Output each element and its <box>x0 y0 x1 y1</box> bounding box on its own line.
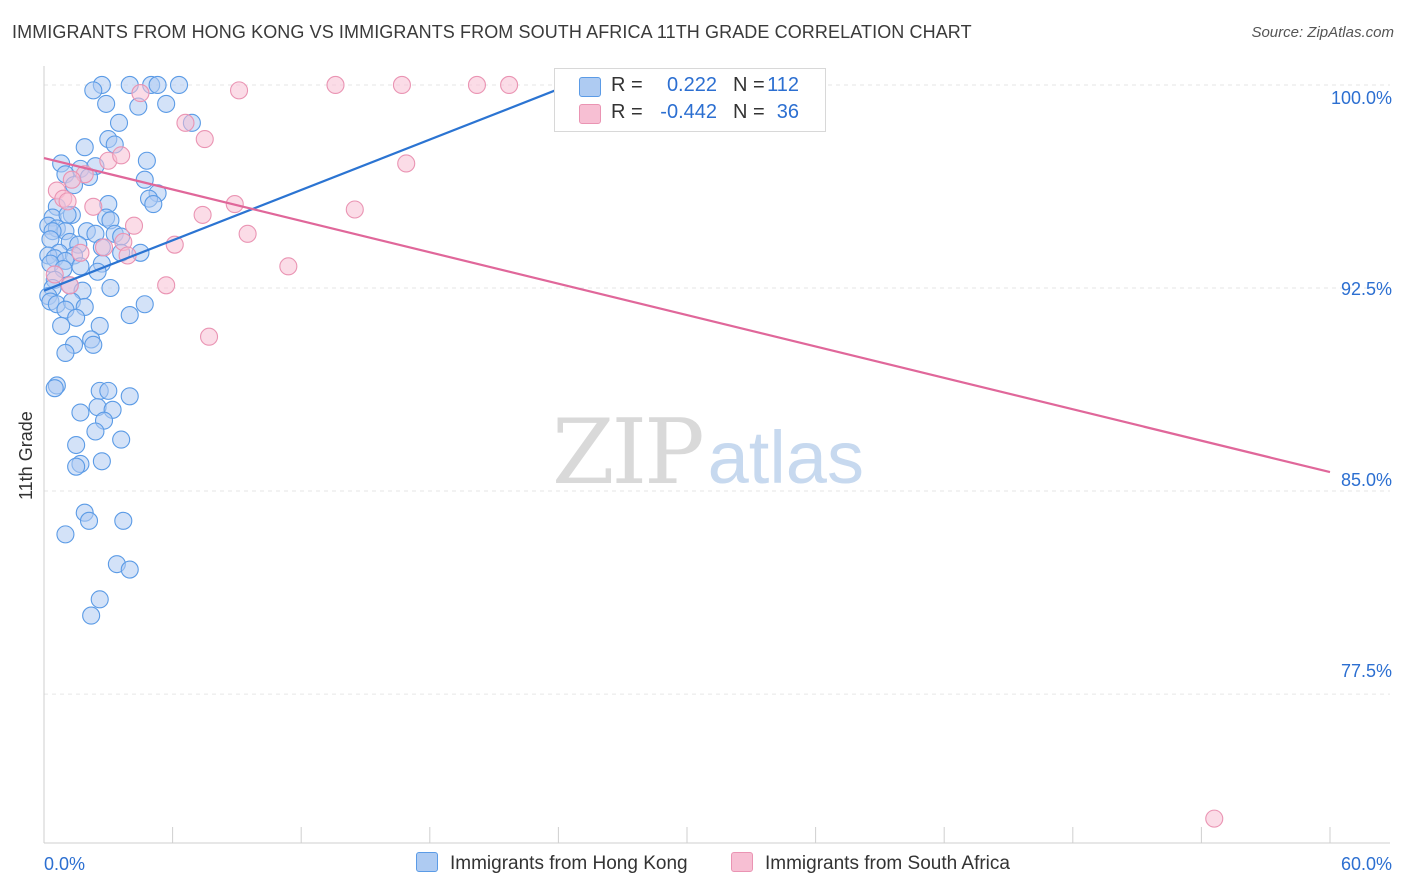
legend-r-value: -0.442 <box>660 101 717 123</box>
trend-lines <box>43 83 1331 474</box>
point-hong-kong <box>120 387 139 406</box>
point-south-africa <box>467 75 487 95</box>
y-tick-label: 77.5% <box>1340 661 1392 681</box>
point-hong-kong <box>135 170 154 189</box>
point-south-africa <box>94 238 114 257</box>
trend-line-hong-kong <box>43 83 570 292</box>
point-south-africa <box>84 197 103 216</box>
point-south-africa <box>112 146 131 165</box>
point-hong-kong <box>169 75 189 95</box>
point-south-africa <box>45 265 64 284</box>
x-tick-label-min: 0.0% <box>44 854 86 874</box>
axes <box>43 66 1390 844</box>
point-hong-kong <box>90 590 109 609</box>
point-south-africa <box>157 276 176 295</box>
data-points <box>39 75 1224 828</box>
legend-swatch-hong-kong <box>579 77 601 97</box>
watermark: ZIPatlas <box>552 400 864 505</box>
point-hong-kong <box>75 138 94 157</box>
point-south-africa <box>124 216 144 235</box>
y-axis-label: 11th Grade <box>16 411 36 500</box>
legend-row-south-africa: R = -0.442 N = 36 <box>555 100 825 126</box>
x-tick-label-max: 60.0% <box>1340 854 1392 874</box>
point-south-africa <box>58 192 77 211</box>
legend-item-south-africa: Immigrants from South Africa <box>731 852 1010 875</box>
legend-r-label: R = <box>611 74 643 96</box>
grid-lines <box>44 84 1390 695</box>
point-hong-kong <box>109 113 129 132</box>
legend-n-value: 112 <box>767 74 799 96</box>
point-hong-kong <box>97 94 116 113</box>
point-hong-kong <box>56 343 75 363</box>
point-hong-kong <box>56 525 75 544</box>
point-hong-kong <box>67 457 86 476</box>
point-south-africa <box>229 81 249 100</box>
y-tick-label: 92.5% <box>1340 279 1392 299</box>
point-hong-kong <box>137 151 156 170</box>
point-south-africa <box>345 200 364 219</box>
point-hong-kong <box>120 306 139 325</box>
point-hong-kong <box>148 75 167 95</box>
point-south-africa <box>195 130 214 149</box>
chart-source: Source: ZipAtlas.com <box>1251 24 1394 41</box>
legend-row-hong-kong: R = 0.222 N = 112 <box>555 73 825 99</box>
legend-r-value: 0.222 <box>666 74 717 96</box>
legend-swatch-south-africa <box>579 104 601 124</box>
point-south-africa <box>60 276 79 295</box>
point-hong-kong <box>114 511 133 530</box>
legend-label-hong-kong: Immigrants from Hong Kong <box>450 853 688 874</box>
point-hong-kong <box>157 94 176 113</box>
point-south-africa <box>392 75 411 95</box>
point-hong-kong <box>67 435 86 455</box>
point-south-africa <box>176 113 195 132</box>
trend-line-south-africa <box>43 156 1331 474</box>
point-south-africa <box>1205 809 1224 828</box>
point-hong-kong <box>92 452 111 471</box>
watermark-zip: ZIP <box>552 400 705 505</box>
point-hong-kong <box>67 308 86 327</box>
y-tick-label: 100.0% <box>1330 88 1392 108</box>
legend-n-label: N = <box>733 74 765 96</box>
point-south-africa <box>131 84 150 103</box>
point-hong-kong <box>71 403 90 422</box>
point-hong-kong <box>99 381 118 400</box>
point-south-africa <box>500 75 519 95</box>
point-south-africa <box>62 170 81 189</box>
legend-n-value: 36 <box>776 101 799 123</box>
point-hong-kong <box>84 335 103 354</box>
y-tick-label: 85.0% <box>1340 470 1392 490</box>
legend-item-hong-kong: Immigrants from Hong Kong <box>416 852 688 875</box>
point-hong-kong <box>45 379 64 398</box>
point-south-africa <box>238 224 257 243</box>
legend-r-label: R = <box>611 101 643 123</box>
point-hong-kong <box>120 560 139 579</box>
point-south-africa <box>199 327 219 346</box>
point-hong-kong <box>144 195 163 214</box>
watermark-atlas: atlas <box>707 416 864 499</box>
point-hong-kong <box>112 430 131 449</box>
stats-legend: R = 0.222 N = 112 R = -0.442 N = 36 <box>554 68 826 132</box>
point-south-africa <box>279 257 298 276</box>
point-hong-kong <box>101 278 120 298</box>
point-hong-kong <box>90 316 109 335</box>
point-hong-kong <box>52 316 71 335</box>
point-hong-kong <box>82 606 101 625</box>
point-south-africa <box>71 243 90 262</box>
point-hong-kong <box>79 511 99 530</box>
point-hong-kong <box>84 81 103 100</box>
legend-n-label: N = <box>733 101 765 123</box>
point-south-africa <box>397 154 416 173</box>
point-hong-kong <box>86 422 105 441</box>
legend-swatch-hong-kong <box>416 852 438 872</box>
legend-label-south-africa: Immigrants from South Africa <box>765 853 1010 874</box>
point-hong-kong <box>135 295 154 314</box>
legend-swatch-south-africa <box>731 852 753 872</box>
point-south-africa <box>326 75 345 95</box>
point-south-africa <box>193 205 212 224</box>
chart-title: IMMIGRANTS FROM HONG KONG VS IMMIGRANTS … <box>12 22 972 42</box>
